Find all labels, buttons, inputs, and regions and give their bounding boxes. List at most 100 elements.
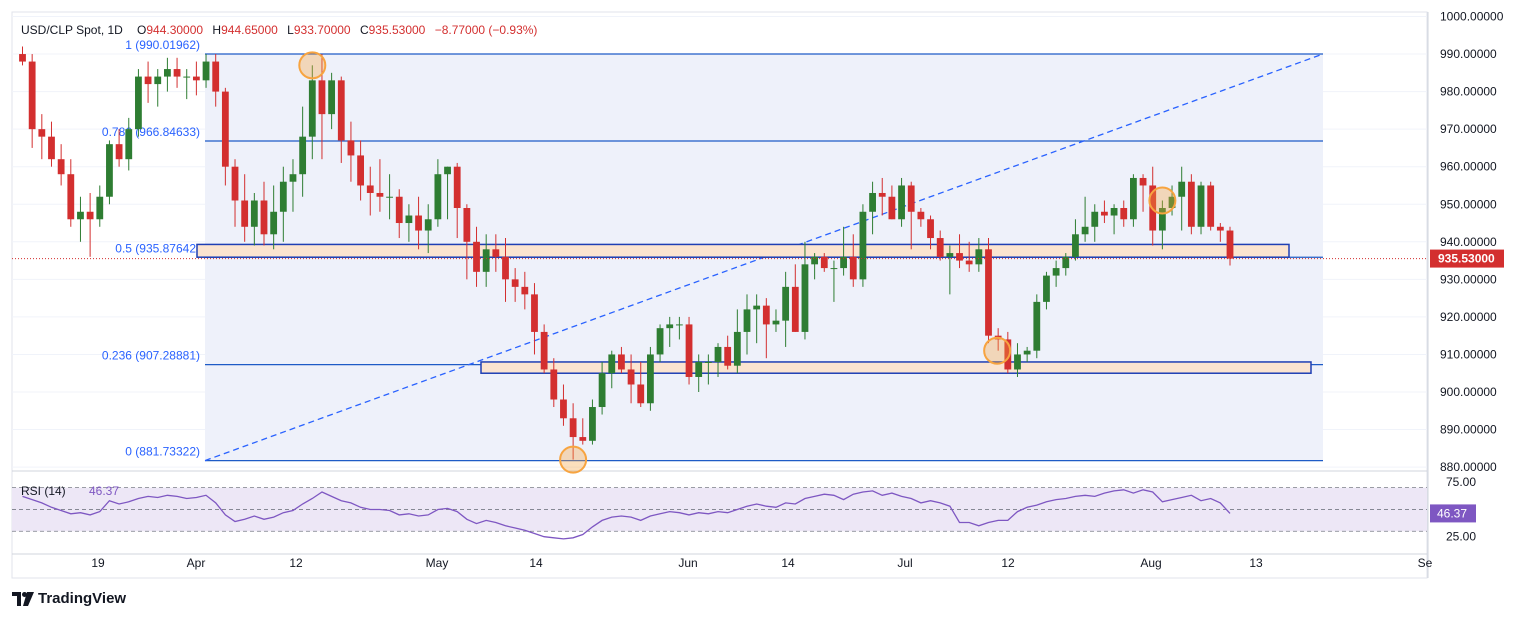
- candle-body: [743, 309, 751, 332]
- rsi-value-tag: [1430, 504, 1476, 523]
- last-price-tag-label: 935.53000: [1438, 252, 1495, 266]
- candle-body: [473, 241, 480, 272]
- price-tick-label: 930.00000: [1440, 272, 1497, 286]
- candle-body: [106, 144, 113, 197]
- price-tick-label: 990.00000: [1440, 47, 1497, 61]
- candle-body: [791, 286, 799, 332]
- fibonacci-retracement[interactable]: 1 (990.01962) 0.786 (966.84633) 0.5 (935.8…: [102, 38, 1324, 462]
- candle-body: [77, 211, 84, 220]
- legend-symbol: USD/CLP Spot, 1D: [21, 23, 123, 37]
- candle-body: [811, 256, 819, 265]
- candle-body: [1207, 185, 1215, 227]
- candle-body: [463, 208, 471, 242]
- candle-body: [1158, 208, 1166, 231]
- tradingview-logo[interactable]: TradingView: [12, 590, 126, 607]
- rsi-line: [22, 489, 1231, 540]
- fib-level-label: 0.786 (966.84633): [102, 125, 200, 139]
- candle-body: [1081, 226, 1089, 235]
- fib-level-label: 0 (881.73322): [125, 445, 200, 459]
- candle-body: [521, 286, 529, 295]
- time-tick-label: Jul: [897, 556, 912, 570]
- last-price-tag: [1430, 249, 1504, 268]
- brand-name: TradingView: [38, 590, 127, 607]
- candle-body: [985, 249, 992, 336]
- candle-body: [135, 76, 142, 130]
- support-zone[interactable]: [480, 361, 1312, 374]
- candle-body: [1101, 211, 1108, 216]
- legend-ohlc: O944.30000 H944.65000 L933.70000 C935.53…: [137, 23, 537, 37]
- candle-body: [289, 174, 297, 182]
- time-tick-label: Se: [1418, 556, 1433, 570]
- candle-body: [724, 346, 732, 366]
- candle-body: [48, 136, 55, 160]
- fib-level-label: 1 (990.01962): [125, 38, 200, 52]
- price-tick-label: 980.00000: [1440, 85, 1497, 99]
- candle-body: [666, 324, 674, 329]
- candle-body: [511, 279, 519, 287]
- candle-body: [1043, 275, 1050, 302]
- time-axis[interactable]: 19 Apr 12 May 14 Jun 14 Jul 12 Aug 13 Se: [91, 556, 1432, 570]
- candle-body: [38, 129, 46, 137]
- time-tick-label: Aug: [1140, 556, 1161, 570]
- candle-body: [753, 305, 761, 310]
- price-tick-label: 880.00000: [1440, 460, 1497, 474]
- price-tick-label: 900.00000: [1440, 385, 1497, 399]
- rsi-panel[interactable]: RSI (14) 46.37 75.00 25.00 46.37: [12, 475, 1476, 544]
- candle-body: [221, 91, 229, 167]
- candle-body: [540, 331, 548, 370]
- candle-body: [96, 196, 104, 220]
- candle-body: [328, 80, 336, 115]
- time-tick-label: 14: [781, 556, 795, 570]
- candle-body: [888, 196, 896, 220]
- candle-body: [1168, 196, 1176, 209]
- candle-body: [250, 200, 258, 227]
- candle-body: [656, 328, 664, 355]
- candle-body: [579, 437, 587, 441]
- pivot-marker: [298, 51, 327, 80]
- candle-body: [212, 61, 220, 92]
- candle-body: [965, 260, 973, 265]
- candle-body: [1023, 350, 1031, 355]
- candle-body: [878, 192, 886, 197]
- candle-body: [115, 144, 123, 160]
- candle-body: [164, 69, 171, 77]
- candle-body: [154, 76, 162, 85]
- candle-body: [782, 286, 790, 321]
- candle-body: [86, 211, 94, 220]
- rsi-value-tag-label: 46.37: [1437, 506, 1467, 520]
- pivot-marker: [983, 336, 1012, 365]
- candle-body: [820, 256, 828, 269]
- candle-body: [569, 418, 577, 438]
- candle-body: [502, 256, 509, 280]
- candle-body: [270, 211, 278, 235]
- rsi-title: RSI (14): [21, 484, 66, 498]
- candle-body: [608, 354, 616, 374]
- candle-body: [627, 369, 635, 385]
- candle-body: [192, 76, 200, 81]
- candle-body: [647, 354, 654, 404]
- candle-body: [308, 80, 316, 137]
- candle-body: [395, 196, 403, 224]
- candle-body: [1139, 177, 1147, 186]
- candle-body: [801, 264, 809, 332]
- candle-body: [434, 174, 442, 220]
- candle-body: [1216, 226, 1224, 231]
- support-zone[interactable]: [196, 243, 1290, 258]
- candle-body: [859, 211, 867, 280]
- price-chart[interactable]: 1 (990.01962) 0.786 (966.84633) 0.5 (935.8…: [0, 0, 1536, 582]
- candle-body: [714, 346, 722, 362]
- price-axis[interactable]: 1000.00000 990.00000 980.00000 970.00000 960…: [1430, 10, 1504, 475]
- candle-body: [675, 324, 683, 326]
- rsi-tick-label: 75.00: [1446, 475, 1476, 489]
- candle-body: [830, 268, 838, 270]
- candle-body: [357, 155, 364, 186]
- rsi-tick-label: 25.00: [1446, 530, 1476, 544]
- rsi-value: 46.37: [89, 484, 119, 498]
- candle-body: [849, 256, 857, 280]
- price-tick-label: 890.00000: [1440, 423, 1497, 437]
- candle-body: [637, 384, 645, 404]
- fib-level-label: 0.236 (907.28881): [102, 349, 200, 363]
- price-tick-label: 960.00000: [1440, 160, 1497, 174]
- candle-body: [1072, 234, 1079, 257]
- fib-level-label: 0.5 (935.87642): [115, 241, 200, 255]
